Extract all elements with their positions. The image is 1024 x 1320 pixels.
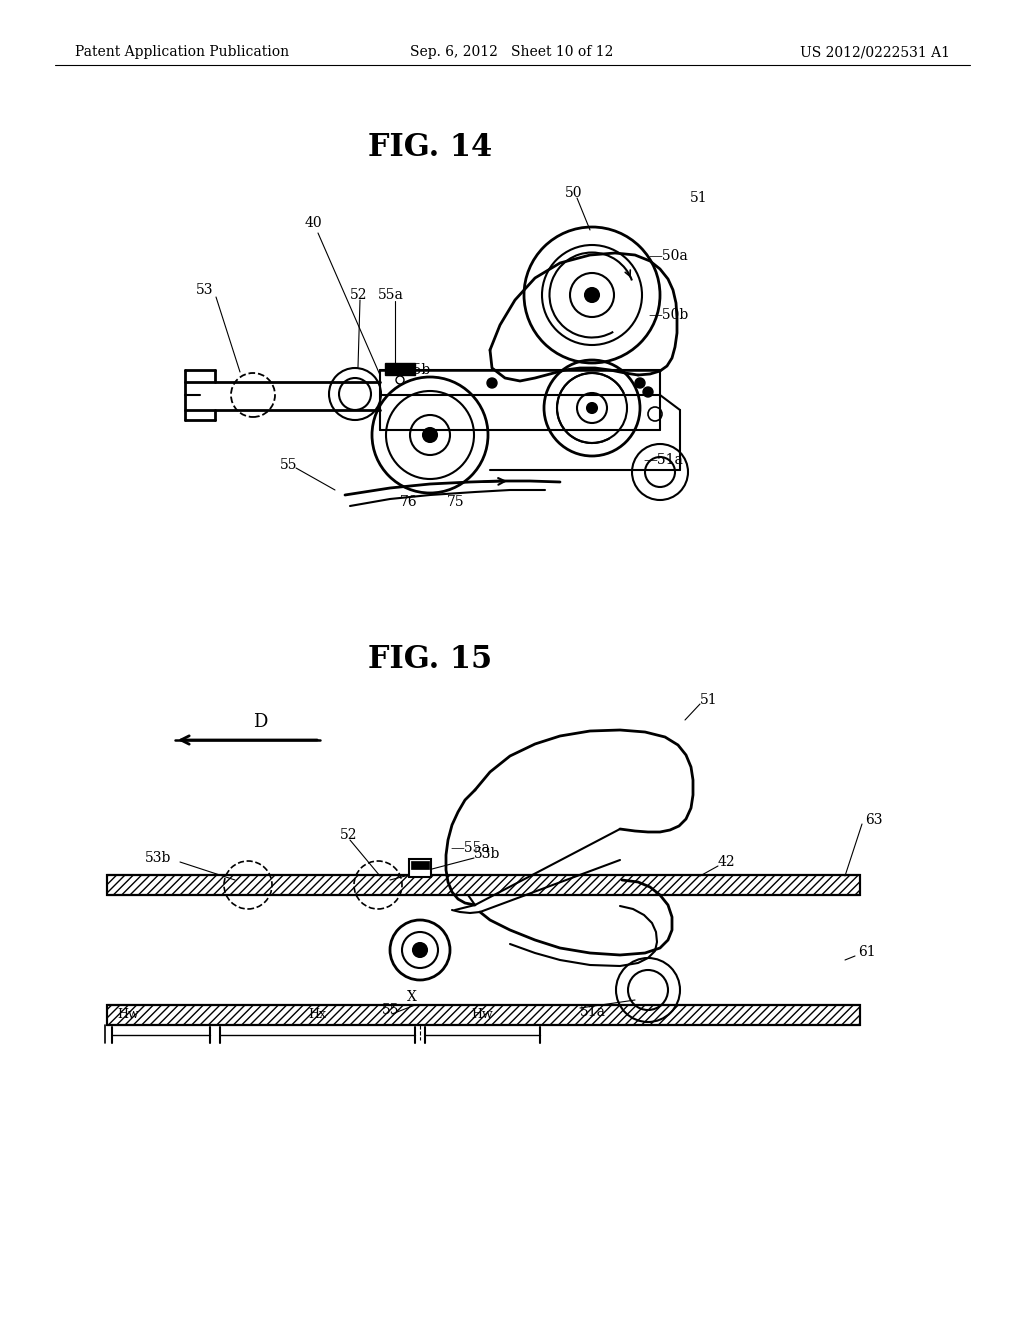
Text: 76: 76 [400,495,418,510]
Text: 53: 53 [196,282,213,297]
Text: 75: 75 [447,495,465,510]
Circle shape [585,288,599,302]
Text: 52: 52 [350,288,368,302]
Text: Sep. 6, 2012   Sheet 10 of 12: Sep. 6, 2012 Sheet 10 of 12 [411,45,613,59]
Text: —50b: —50b [648,308,688,322]
Text: 63: 63 [865,813,883,828]
Circle shape [396,376,404,384]
Text: 53b: 53b [474,847,501,861]
Circle shape [413,942,427,957]
Bar [106,875,860,895]
Text: —51a: —51a [643,453,683,467]
Circle shape [635,378,645,388]
Text: US 2012/0222531 A1: US 2012/0222531 A1 [800,45,950,59]
Text: Hw: Hw [471,1008,493,1022]
Text: FIG. 14: FIG. 14 [368,132,493,164]
Circle shape [487,378,497,388]
Text: 55: 55 [382,1003,399,1016]
Text: FIG. 15: FIG. 15 [368,644,493,676]
Circle shape [423,428,437,442]
Text: 51: 51 [690,191,708,205]
Text: 40: 40 [305,216,323,230]
Bar [409,859,431,876]
Text: 52: 52 [340,828,357,842]
Text: X: X [408,990,417,1005]
Text: 50: 50 [565,186,583,201]
Text: Patent Application Publication: Patent Application Publication [75,45,289,59]
Text: D: D [253,713,267,731]
Text: Hw: Hw [117,1008,138,1022]
Text: Hx: Hx [308,1008,326,1022]
Text: —50a: —50a [648,249,688,263]
Text: 51a: 51a [580,1005,606,1019]
Text: —55b: —55b [390,363,430,378]
Circle shape [587,403,597,413]
Bar [106,875,860,895]
Bar [411,861,429,869]
Text: 51: 51 [700,693,718,708]
Text: 55: 55 [280,458,298,473]
Text: 61: 61 [858,945,876,960]
Bar [385,363,415,375]
Text: 42: 42 [718,855,735,869]
Bar [106,1005,860,1026]
Text: —55a: —55a [450,841,489,855]
Circle shape [643,387,653,397]
Bar [106,1005,860,1026]
Text: 53b: 53b [145,851,171,865]
Text: 55a: 55a [378,288,403,302]
